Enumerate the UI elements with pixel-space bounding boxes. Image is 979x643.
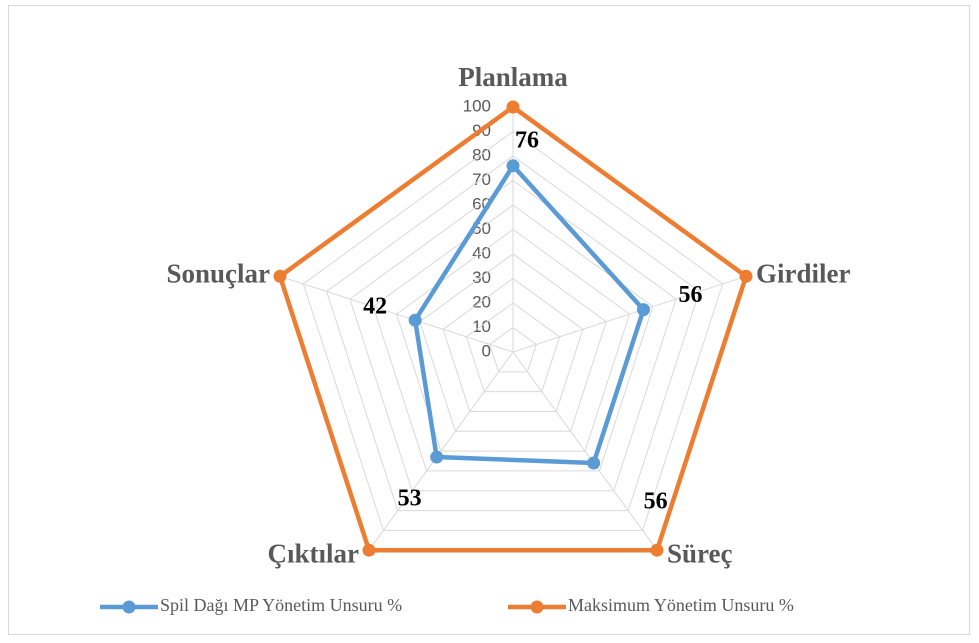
spoke	[512, 351, 658, 551]
r-tick-label: 30	[472, 268, 491, 287]
grid-line	[489, 326, 537, 373]
data-point	[506, 159, 520, 173]
data-point	[650, 543, 664, 557]
data-label: 53	[398, 486, 422, 512]
r-tick-label: 0	[482, 341, 491, 360]
grid-line	[302, 130, 724, 531]
grid-line	[442, 277, 584, 412]
data-label: 76	[515, 127, 539, 153]
data-point	[408, 313, 422, 327]
category-label: Süreç	[667, 538, 733, 568]
r-tick-label: 20	[472, 292, 491, 311]
spoke	[368, 351, 514, 551]
legend-marker	[530, 600, 544, 614]
category-label: Sonuçlar	[166, 258, 270, 288]
data-point	[362, 543, 376, 557]
grid-line	[465, 302, 561, 393]
data-label: 56	[678, 282, 702, 308]
spoke	[512, 275, 747, 353]
legend-label: Spil Dağı MP Yönetim Unsuru %	[160, 595, 402, 615]
r-tick-label: 10	[472, 317, 491, 336]
data-label: 42	[363, 294, 387, 320]
data-point	[506, 100, 520, 114]
grid-line	[419, 253, 607, 432]
data-point	[430, 450, 444, 464]
data-point	[273, 269, 287, 283]
r-tick-label: 100	[463, 96, 491, 115]
data-point	[587, 456, 601, 470]
category-label: Girdiler	[756, 258, 850, 288]
spoke	[279, 275, 514, 353]
category-label: Çıktılar	[267, 538, 359, 568]
series-line	[412, 163, 646, 466]
r-tick-label: 80	[472, 145, 491, 164]
legend-marker	[122, 600, 136, 614]
series-line	[277, 104, 749, 553]
data-point	[739, 269, 753, 283]
r-tick-label: 70	[472, 170, 491, 189]
grid-line	[349, 179, 677, 492]
r-tick-label: 40	[472, 243, 491, 262]
grid-line	[326, 155, 700, 512]
grid-line	[372, 204, 654, 472]
grid-line	[395, 228, 631, 452]
category-label: Planlama	[458, 62, 568, 92]
data-point	[636, 303, 650, 317]
data-label: 56	[644, 488, 668, 514]
legend-label: Maksimum Yönetim Unsuru %	[568, 595, 794, 615]
